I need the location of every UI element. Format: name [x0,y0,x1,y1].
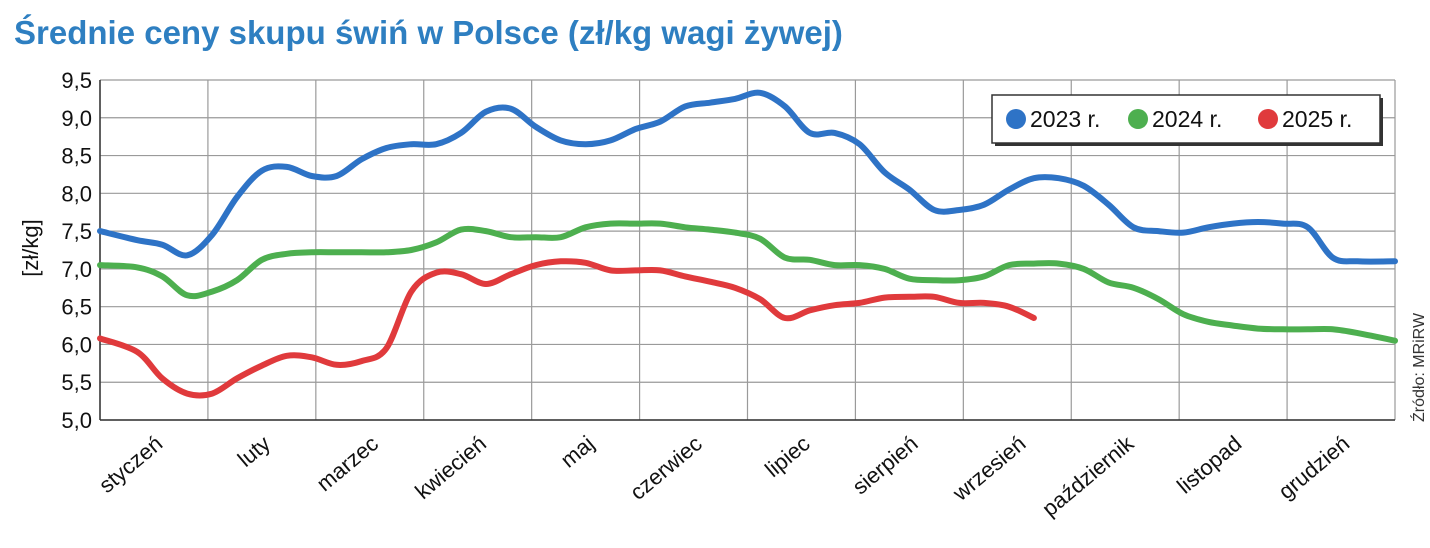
y-tick-label: 5,5 [61,370,92,395]
legend-marker [1258,109,1278,129]
series-line-2024-r- [97,220,1398,344]
legend-marker [1128,109,1148,129]
legend-label: 2024 r. [1152,106,1222,132]
legend: 2023 r. 2024 r. 2025 r. [991,94,1383,146]
x-tick-label: luty [233,431,275,472]
x-tick-label: maj [556,431,599,473]
y-tick-label: 6,5 [61,295,92,320]
legend-box [991,94,1381,144]
y-tick-label: 7,5 [61,219,92,244]
legend-label: 2023 r. [1030,106,1100,132]
x-tick-label: styczeń [94,431,167,498]
y-tick-label: 8,0 [61,181,92,206]
x-tick-label: grudzień [1274,431,1355,504]
x-tick-label: sierpień [847,431,922,500]
y-tick-label: 8,5 [61,144,92,169]
chart-title: Średnie ceny skupu świń w Polsce (zł/kg … [14,14,843,51]
x-tick-label: październik [1037,430,1139,521]
series-lines [97,89,1398,399]
legend-marker [1006,109,1026,129]
y-tick-label: 7,0 [61,257,92,282]
x-tick-label: kwiecień [410,431,491,504]
y-axis-label: [zł/kg] [18,219,43,276]
y-tick-label: 5,0 [61,408,92,433]
y-axis-ticks: 9,5 9,0 8,5 8,0 7,5 7,0 6,5 6,0 5,5 5,0 [61,68,92,433]
y-tick-label: 9,0 [61,106,92,131]
series-line-2025-r- [97,258,1037,399]
x-tick-label: wrzesień [947,431,1030,507]
y-tick-label: 6,0 [61,332,92,357]
x-tick-label: marzec [312,431,383,497]
y-tick-label: 9,5 [61,68,92,93]
x-tick-label: lipiec [760,431,814,482]
x-tick-label: listopad [1172,431,1246,499]
x-axis-ticks: styczeń luty marzec kwiecień maj czerwiec lipi… [94,430,1354,521]
x-tick-label: czerwiec [625,431,707,505]
legend-label: 2025 r. [1282,106,1352,132]
source-note: Źródło: MRiRW [1409,312,1428,422]
series-line-2023-r- [97,89,1398,265]
